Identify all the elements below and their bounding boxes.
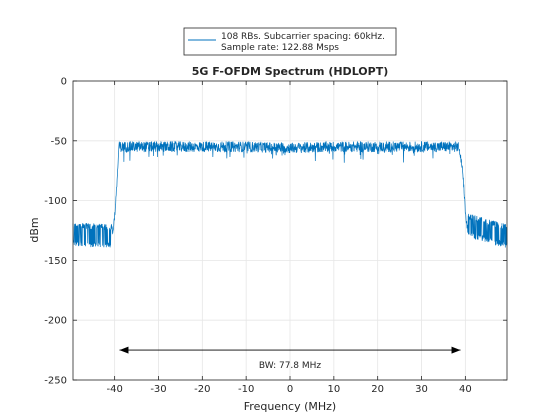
chart-title: 5G F-OFDM Spectrum (HDLOPT) <box>192 65 389 78</box>
x-tick-label: 40 <box>459 384 472 395</box>
plot-frame <box>72 80 508 381</box>
y-tick-label: 0 <box>61 77 67 88</box>
bw-arrowhead-left <box>119 346 129 354</box>
x-tick-label: 10 <box>327 384 340 395</box>
y-axis-label: dBm <box>28 217 41 242</box>
x-tick-label: 0 <box>287 384 293 395</box>
x-tick-label: 30 <box>415 384 428 395</box>
bw-annotation-label: BW: 77.8 MHz <box>259 361 322 371</box>
y-tick-label: -250 <box>44 376 67 387</box>
x-tick-label: -30 <box>150 384 166 395</box>
y-tick-label: -150 <box>44 256 67 267</box>
y-tick-label: -50 <box>51 136 67 147</box>
x-axis-label: Frequency (MHz) <box>244 400 336 413</box>
bw-arrowhead-right <box>451 346 461 354</box>
axes: -40 -30 -20 -10 0 10 20 30 400-50-100-150-200-25… <box>44 77 507 395</box>
x-tick-label: -20 <box>194 384 210 395</box>
legend: 108 RBs. Subcarrier spacing: 60kHz. Samp… <box>183 27 397 56</box>
legend-box <box>183 27 397 56</box>
legend-entry-line-1: 108 RBs. Subcarrier spacing: 60kHz. <box>221 32 385 42</box>
x-tick-label: 20 <box>371 384 384 395</box>
series-line <box>72 140 508 248</box>
legend-entry-line-2: Sample rate: 122.88 Msps <box>221 43 339 53</box>
x-tick-label: -40 <box>106 384 122 395</box>
y-tick-label: -200 <box>44 316 67 327</box>
y-tick-label: -100 <box>44 196 67 207</box>
x-tick-label: -10 <box>238 384 254 395</box>
series-layer <box>72 140 508 248</box>
annotation-layer: BW: 77.8 MHz <box>119 346 461 371</box>
